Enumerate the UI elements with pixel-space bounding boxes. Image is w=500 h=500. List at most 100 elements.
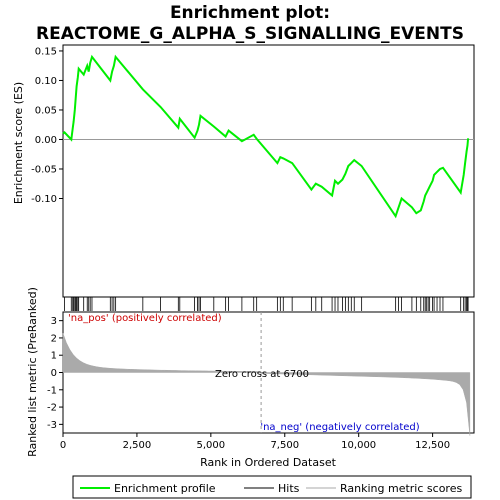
x-tick-label: 12,500 [415, 440, 450, 451]
x-tick-label: 2,500 [123, 440, 152, 451]
rank-color-segment [316, 297, 323, 311]
rank-color-segment [460, 297, 467, 311]
rank-color-segment [296, 297, 303, 311]
rank-color-segment [392, 297, 399, 311]
es-tick-label: -0.10 [31, 194, 57, 205]
rank-color-segment [282, 297, 289, 311]
rank-color-segment [406, 297, 413, 311]
rank-color-segment [269, 297, 276, 311]
zero-cross-label: Zero cross at 6700 [215, 369, 309, 380]
rank-color-segment [310, 297, 317, 311]
rank-color-segment [241, 297, 248, 311]
es-panel-frame [62, 44, 475, 298]
metric-tick-label: 2 [51, 333, 57, 344]
es-tick-label: 0.00 [35, 135, 57, 146]
rank-color-segment [63, 297, 70, 311]
es-tick-label: 0.15 [35, 46, 57, 57]
rank-color-bar [63, 297, 475, 311]
es-axis: -0.10 -0.05 0.00 0.05 0.10 0.15 [31, 46, 63, 205]
rank-color-segment [440, 297, 447, 311]
x-tick-label: 5,000 [197, 440, 226, 451]
rank-color-segment [385, 297, 392, 311]
x-tick-label: 0 [60, 440, 66, 451]
rank-color-segment [90, 297, 97, 311]
rank-color-segment [200, 297, 207, 311]
rank-color-segment [173, 297, 180, 311]
rank-color-segment [262, 297, 269, 311]
rank-color-segment [364, 297, 371, 311]
rank-color-segment [111, 297, 118, 311]
rank-color-segment [344, 297, 351, 311]
es-axis-label: Enrichment score (ES) [12, 82, 25, 204]
rank-color-segment [221, 297, 228, 311]
rank-color-segment [234, 297, 241, 311]
rank-color-segment [186, 297, 193, 311]
x-tick-label: 7,500 [270, 440, 299, 451]
rank-color-segment [70, 297, 77, 311]
ranking-metric-area [62, 333, 471, 436]
rank-color-segment [166, 297, 173, 311]
rank-color-segment [453, 297, 460, 311]
rank-color-segment [104, 297, 111, 311]
rank-color-segment [399, 297, 406, 311]
negative-correlation-label: 'na_neg' (negatively correlated) [260, 422, 419, 433]
rank-color-segment [289, 297, 296, 311]
rank-color-segment [132, 297, 139, 311]
rank-color-segment [152, 297, 159, 311]
rank-color-segment [275, 297, 282, 311]
rank-color-segment [214, 297, 221, 311]
rank-color-segment [412, 297, 419, 311]
metric-tick-label: -3 [47, 420, 57, 431]
x-axis: 0 2,500 5,000 7,500 10,000 12,500 [60, 433, 450, 451]
rank-color-segment [330, 297, 337, 311]
rank-color-segment [371, 297, 378, 311]
rank-color-segment [145, 297, 152, 311]
hit-marks [64, 297, 469, 311]
rank-color-segment [97, 297, 104, 311]
chart-title-line2: REACTOME_G_ALPHA_S_SIGNALLING_EVENTS [36, 24, 464, 44]
rank-color-segment [118, 297, 125, 311]
rank-color-segment [255, 297, 262, 311]
rank-color-segment [426, 297, 433, 311]
rank-color-segment [378, 297, 385, 311]
rank-color-segment [227, 297, 234, 311]
metric-tick-label: 3 [51, 316, 57, 327]
metric-axis: -3 -2 -1 0 1 2 3 [47, 316, 63, 431]
rank-color-segment [159, 297, 166, 311]
rank-color-segment [207, 297, 214, 311]
rank-color-segment [125, 297, 132, 311]
rank-color-segment [77, 297, 84, 311]
rank-color-segment [447, 297, 454, 311]
rank-color-segment [303, 297, 310, 311]
metric-axis-label: Ranked list metric (PreRanked) [26, 287, 39, 457]
legend-profile-label: Enrichment profile [114, 482, 216, 495]
x-tick-label: 10,000 [341, 440, 376, 451]
es-tick-label: 0.10 [35, 76, 57, 87]
rank-color-segment [193, 297, 200, 311]
enrichment-profile-line [62, 54, 470, 219]
metric-tick-label: -2 [47, 403, 57, 414]
es-tick-label: -0.05 [31, 164, 57, 175]
es-tick-label: 0.05 [35, 105, 57, 116]
rank-color-segment [419, 297, 426, 311]
rank-color-segment [358, 297, 365, 311]
chart-title-line1: Enrichment plot: [170, 3, 330, 23]
rank-color-segment [138, 297, 145, 311]
metric-tick-label: 1 [51, 351, 57, 362]
rank-color-segment [84, 297, 91, 311]
legend-hits-label: Hits [278, 482, 300, 495]
legend-box [72, 475, 472, 499]
rank-color-segment [248, 297, 255, 311]
metric-tick-label: 0 [51, 368, 57, 379]
rank-color-segment [351, 297, 358, 311]
rank-color-segment [179, 297, 186, 311]
rank-color-segment [467, 297, 474, 311]
rank-color-segment [337, 297, 344, 311]
x-axis-label: Rank in Ordered Dataset [200, 456, 337, 469]
legend-metric-label: Ranking metric scores [340, 482, 462, 495]
rank-color-segment [433, 297, 440, 311]
positive-correlation-label: 'na_pos' (positively correlated) [68, 313, 222, 324]
metric-tick-label: -1 [47, 385, 57, 396]
